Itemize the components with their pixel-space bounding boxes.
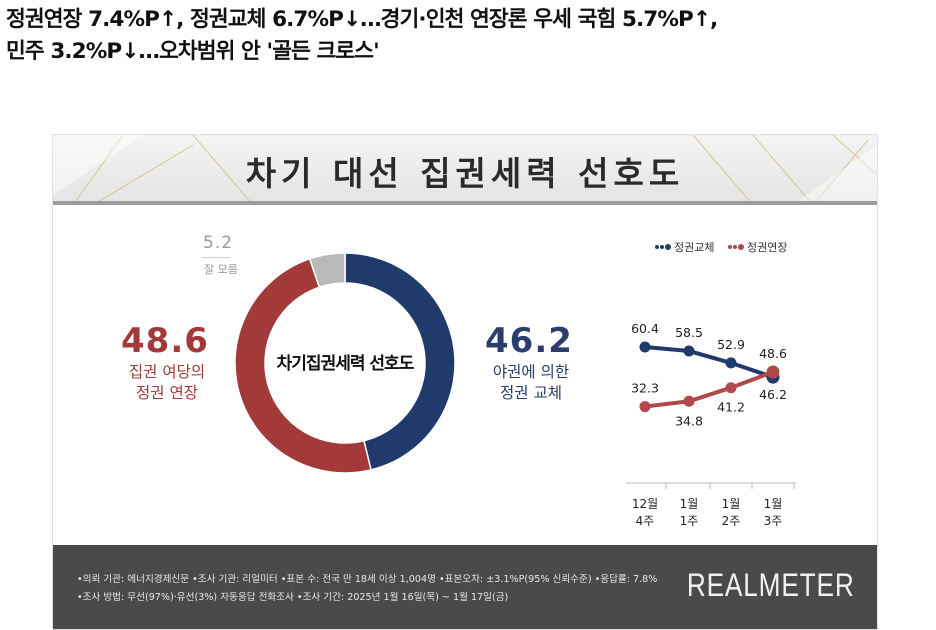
series-extend-point: [639, 401, 651, 413]
unknown-value: 5.2: [203, 233, 234, 253]
series-extend-value-label: 48.6: [759, 346, 787, 361]
series-extend: 32.3 34.8 41.2 48.6: [631, 346, 787, 428]
x-tick-label-week: 2주: [722, 514, 741, 528]
change-label-line-1: 야권에 의한: [492, 363, 570, 381]
headline-line-2: 민주 3.2%P↓…오차범위 안 '골든 크로스': [6, 39, 380, 64]
donut-slice-change: [344, 252, 456, 471]
series-extend-value-label: 41.2: [717, 400, 745, 415]
brand-logo: REALMETER: [687, 567, 855, 603]
change-value: 46.2: [485, 321, 573, 361]
line-chart: 60.4 58.5 52.9 46.2 32.3 34.8 41.2 48.6 12월 4주 1월 1…: [626, 321, 796, 528]
x-tick-label-month: 1월: [680, 497, 699, 511]
series-change-value-label: 52.9: [717, 337, 745, 352]
legend-label-extend: 정권연장: [746, 241, 788, 254]
banner-title: 차기 대선 집권세력 선호도: [245, 154, 685, 193]
donut-slice-unknown: [308, 252, 346, 289]
series-extend-point: [725, 382, 737, 394]
extend-label: 집권 여당의 정권 연장: [105, 362, 229, 404]
extend-label-line-2: 정권 연장: [136, 384, 198, 402]
donut-slice-extend: [234, 257, 372, 474]
x-tick-label-week: 1주: [680, 514, 699, 528]
series-change-value-label: 58.5: [675, 325, 703, 340]
x-tick-label-week: 4주: [636, 514, 655, 528]
series-change-point: [725, 357, 737, 369]
survey-note-line-2: •조사 방법: 무선(97%)·유선(3%) 자동응답 전화조사 •조사 기간:…: [77, 592, 509, 603]
series-change-point: [683, 345, 695, 357]
headline-line-1: 정권연장 7.4%P↑, 정권교체 6.7%P↓…경기·인천 연장론 우세 국힘…: [6, 7, 718, 32]
series-change-line: [643, 345, 775, 380]
legend-item-change: 정권교체: [655, 239, 714, 255]
title-banner: 차기 대선 집권세력 선호도: [53, 135, 877, 205]
extend-label-line-1: 집권 여당의: [128, 363, 206, 381]
headline: 정권연장 7.4%P↑, 정권교체 6.7%P↓…경기·인천 연장론 우세 국힘…: [6, 4, 936, 68]
series-change-value-label: 60.4: [631, 321, 659, 336]
x-tick-label-month: 1월: [722, 497, 741, 511]
x-tick-label-week: 3주: [764, 514, 783, 528]
series-change: 60.4 58.5 52.9 46.2: [631, 321, 787, 402]
series-change-value-label: 46.2: [759, 387, 787, 402]
series-extend-point: [683, 395, 695, 407]
unknown-label: 잘 모름: [204, 263, 238, 276]
survey-note-line-1: •의뢰 기관: 에너지경제신문 •조사 기관: 리얼미터 •표본 수: 전국 만…: [77, 574, 658, 585]
series-change-point: [639, 341, 651, 353]
donut-chart: 차기집권세력 선호도: [234, 252, 456, 474]
banner-decoration: [53, 135, 877, 201]
change-label: 야권에 의한 정권 교체: [469, 362, 593, 404]
unknown-divider: [202, 257, 230, 258]
x-tick-label-month: 1월: [764, 497, 783, 511]
infographic-card: 차기 대선 집권세력 선호도 차기집권세력 선호도 48.6 집권 여당의 정권…: [52, 134, 878, 630]
legend-marker-change: [655, 244, 672, 250]
extend-value: 48.6: [121, 321, 209, 361]
donut-center-title: 차기집권세력 선호도: [277, 354, 415, 374]
legend-marker-extend: [727, 244, 745, 250]
series-extend-value-label: 32.3: [631, 381, 659, 396]
legend-item-extend: 정권연장: [727, 239, 788, 255]
series-extend-point: [766, 365, 780, 379]
legend-label-change: 정권교체: [674, 241, 715, 254]
series-extend-value-label: 34.8: [675, 413, 703, 428]
survey-notes: •의뢰 기관: 에너지경제신문 •조사 기관: 리얼미터 •표본 수: 전국 만…: [77, 571, 657, 607]
change-label-line-2: 정권 교체: [500, 384, 562, 402]
footer-bar: •의뢰 기관: 에너지경제신문 •조사 기관: 리얼미터 •표본 수: 전국 만…: [53, 545, 877, 629]
series-extend-line: [643, 370, 775, 409]
line-legend: 정권교체 정권연장: [655, 239, 797, 255]
x-tick-label-month: 12월: [632, 497, 658, 511]
